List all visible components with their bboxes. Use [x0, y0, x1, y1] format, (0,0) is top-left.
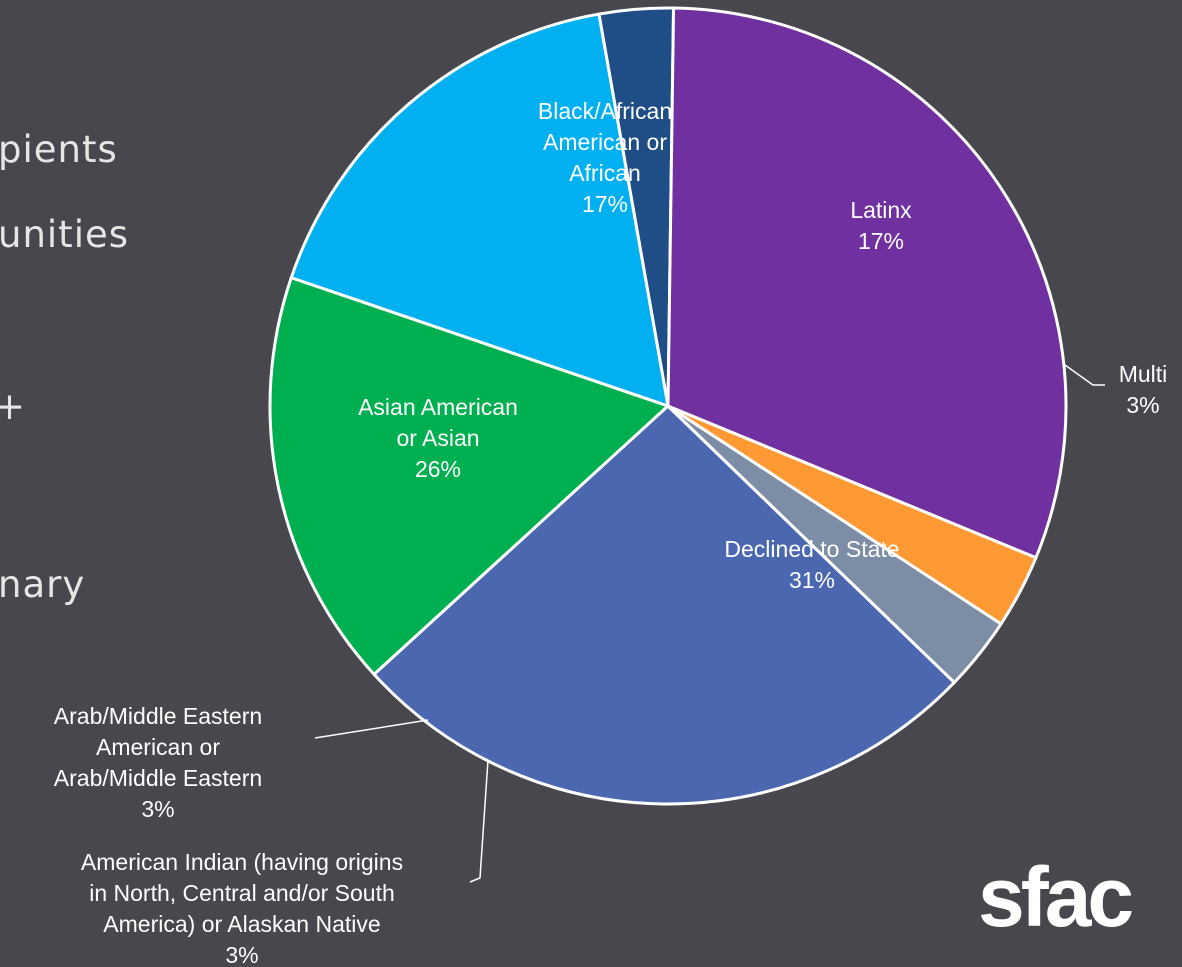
slice-label-0: Multi 3%	[1119, 361, 1168, 418]
callout-line-5	[469, 759, 489, 883]
background-text-3: +	[0, 385, 27, 428]
background-text-4: nary	[0, 563, 86, 606]
slice-label-6: Declined to State 31%	[724, 536, 899, 593]
pie-slice-6	[666, 6, 1068, 560]
slice-label-4: Arab/Middle Eastern American or Arab/Middl…	[54, 703, 262, 822]
slice-label-1: Latinx 17%	[850, 197, 912, 254]
sfac-logo: sfac	[978, 850, 1134, 944]
pie-slice-3	[372, 404, 956, 806]
pie-slice-2	[268, 276, 670, 676]
slice-label-2: Black/African American or African 17%	[538, 98, 672, 217]
pie-slice-1	[289, 12, 670, 408]
background-text-2: unities	[0, 213, 130, 256]
callout-line-0	[1064, 364, 1105, 386]
slice-label-3: Asian American or Asian 26%	[358, 394, 518, 482]
slice-label-5: American Indian (having origins in North,…	[81, 849, 403, 967]
background-text-1: pients	[0, 128, 118, 171]
callout-line-4	[314, 719, 429, 739]
